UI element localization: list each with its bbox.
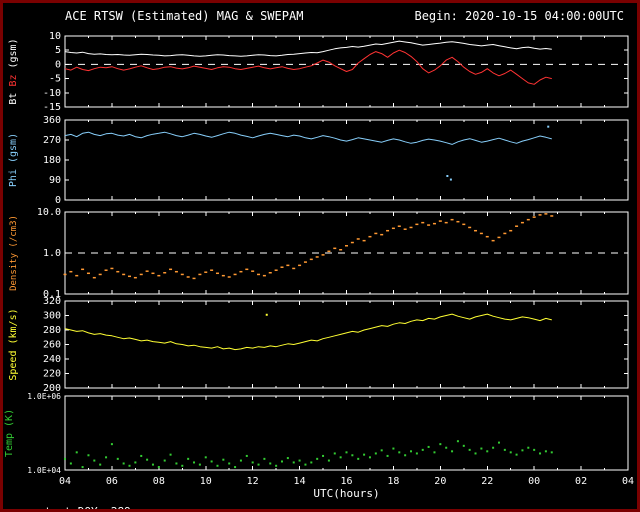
footer: start DOY: 289 caution: ACE maneuver den… — [3, 492, 637, 509]
y-tick-label: 0.1 — [43, 289, 61, 300]
panel-temp: 1.0E+06 1.0E+04 Temp (K) — [4, 392, 629, 475]
x-tick-label: 14 — [294, 476, 306, 487]
x-tick-label: 02 — [575, 476, 587, 487]
y-tick-label: 320 — [43, 296, 61, 307]
series-speed — [64, 313, 552, 351]
y-axis-title-speed: Speed (km/s) — [8, 308, 19, 380]
y-tick-label: 5 — [55, 45, 61, 56]
x-tick-label: 22 — [481, 476, 493, 487]
y-axis-title-phi: Phi (gsm) — [8, 133, 19, 187]
x-tick-label: 18 — [387, 476, 399, 487]
series-bz — [64, 49, 552, 85]
y-tick-label: 300 — [43, 311, 61, 322]
y-tick-label: 240 — [43, 354, 61, 365]
outlier-point — [446, 175, 449, 177]
panel-phi: 360 270 180 90 0 Phi (gsm) — [8, 115, 629, 206]
y-axis-title-density: Density (/cm3) — [9, 215, 19, 291]
y-tick-label: 0 — [55, 59, 61, 70]
y-tick-label: 10.0 — [37, 207, 61, 218]
x-tick-label: 20 — [434, 476, 446, 487]
x-tick-label: 10 — [200, 476, 212, 487]
y-tick-label: 360 — [43, 115, 61, 126]
x-tick-label: 04 — [622, 476, 634, 487]
x-tick-label: 16 — [340, 476, 352, 487]
y-tick-label: 90 — [49, 175, 61, 186]
title-bar: ACE RTSW (Estimated) MAG & SWEPAM Begin:… — [65, 9, 624, 23]
panel-density: 10.0 1.0 0.1 Density (/cm3) — [9, 207, 629, 300]
plot-title: ACE RTSW (Estimated) MAG & SWEPAM — [65, 9, 304, 23]
y-tick-label: 270 — [43, 135, 61, 146]
y-tick-label: 10 — [49, 31, 61, 42]
plots-canvas: 10 5 0 -5 -10 -15 Bt Bz (gsm) 360 270 180 90 0 Phi (… — [4, 31, 634, 500]
begin-timestamp: Begin: 2020-10-15 04:00:00UTC — [414, 9, 624, 23]
x-tick-label: 04 — [59, 476, 71, 487]
y-tick-label: 260 — [43, 340, 61, 351]
outlier-point — [449, 178, 452, 181]
y-tick-label: 1.0 — [43, 248, 61, 259]
x-axis-title: UTC(hours) — [313, 487, 379, 500]
y-tick-label: 200 — [43, 383, 61, 394]
x-tick-label: 00 — [528, 476, 540, 487]
panel-speed: 320 300 280 260 240 220 200 Speed (km/s) — [8, 296, 629, 394]
series-phi — [64, 131, 552, 145]
y-tick-label: 180 — [43, 155, 61, 166]
y-tick-label: 1.0E+04 — [27, 466, 61, 475]
y-axis-title-temp: Temp (K) — [4, 409, 15, 457]
x-tick-label: 06 — [106, 476, 118, 487]
y-tick-label: 280 — [43, 325, 61, 336]
y-tick-label: -15 — [43, 102, 61, 113]
y-tick-label: 1.0E+06 — [27, 392, 61, 401]
y-tick-label: -5 — [49, 74, 61, 85]
y-tick-label: -10 — [43, 88, 61, 99]
series-density — [63, 213, 554, 280]
y-tick-label: 0 — [55, 195, 61, 206]
start-doy-label: start DOY: 289 — [38, 505, 131, 512]
series-temp — [64, 440, 553, 469]
panel-mag: 10 5 0 -5 -10 -15 Bt Bz (gsm) — [8, 31, 629, 113]
outlier-point — [265, 313, 268, 316]
y-axis-title-mag: Bt Bz (gsm) — [8, 38, 19, 104]
series-bt — [64, 40, 552, 57]
x-tick-label: 08 — [153, 476, 165, 487]
outlier-point — [547, 125, 550, 128]
y-tick-label: 220 — [43, 369, 61, 380]
x-tick-label: 12 — [247, 476, 259, 487]
